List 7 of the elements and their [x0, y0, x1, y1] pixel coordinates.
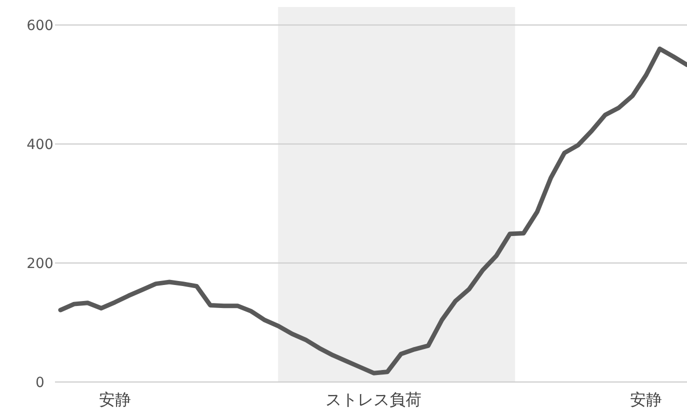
y-tick-label: 200 — [26, 256, 54, 272]
x-tick-label: 安静 — [630, 390, 662, 409]
y-tick-label: 400 — [26, 137, 54, 153]
y-tick-label: 0 — [36, 375, 44, 391]
y-tick-label: 600 — [26, 18, 54, 34]
x-tick-label: 安静 — [98, 390, 131, 409]
x-tick-label: ストレス負荷 — [326, 390, 422, 409]
